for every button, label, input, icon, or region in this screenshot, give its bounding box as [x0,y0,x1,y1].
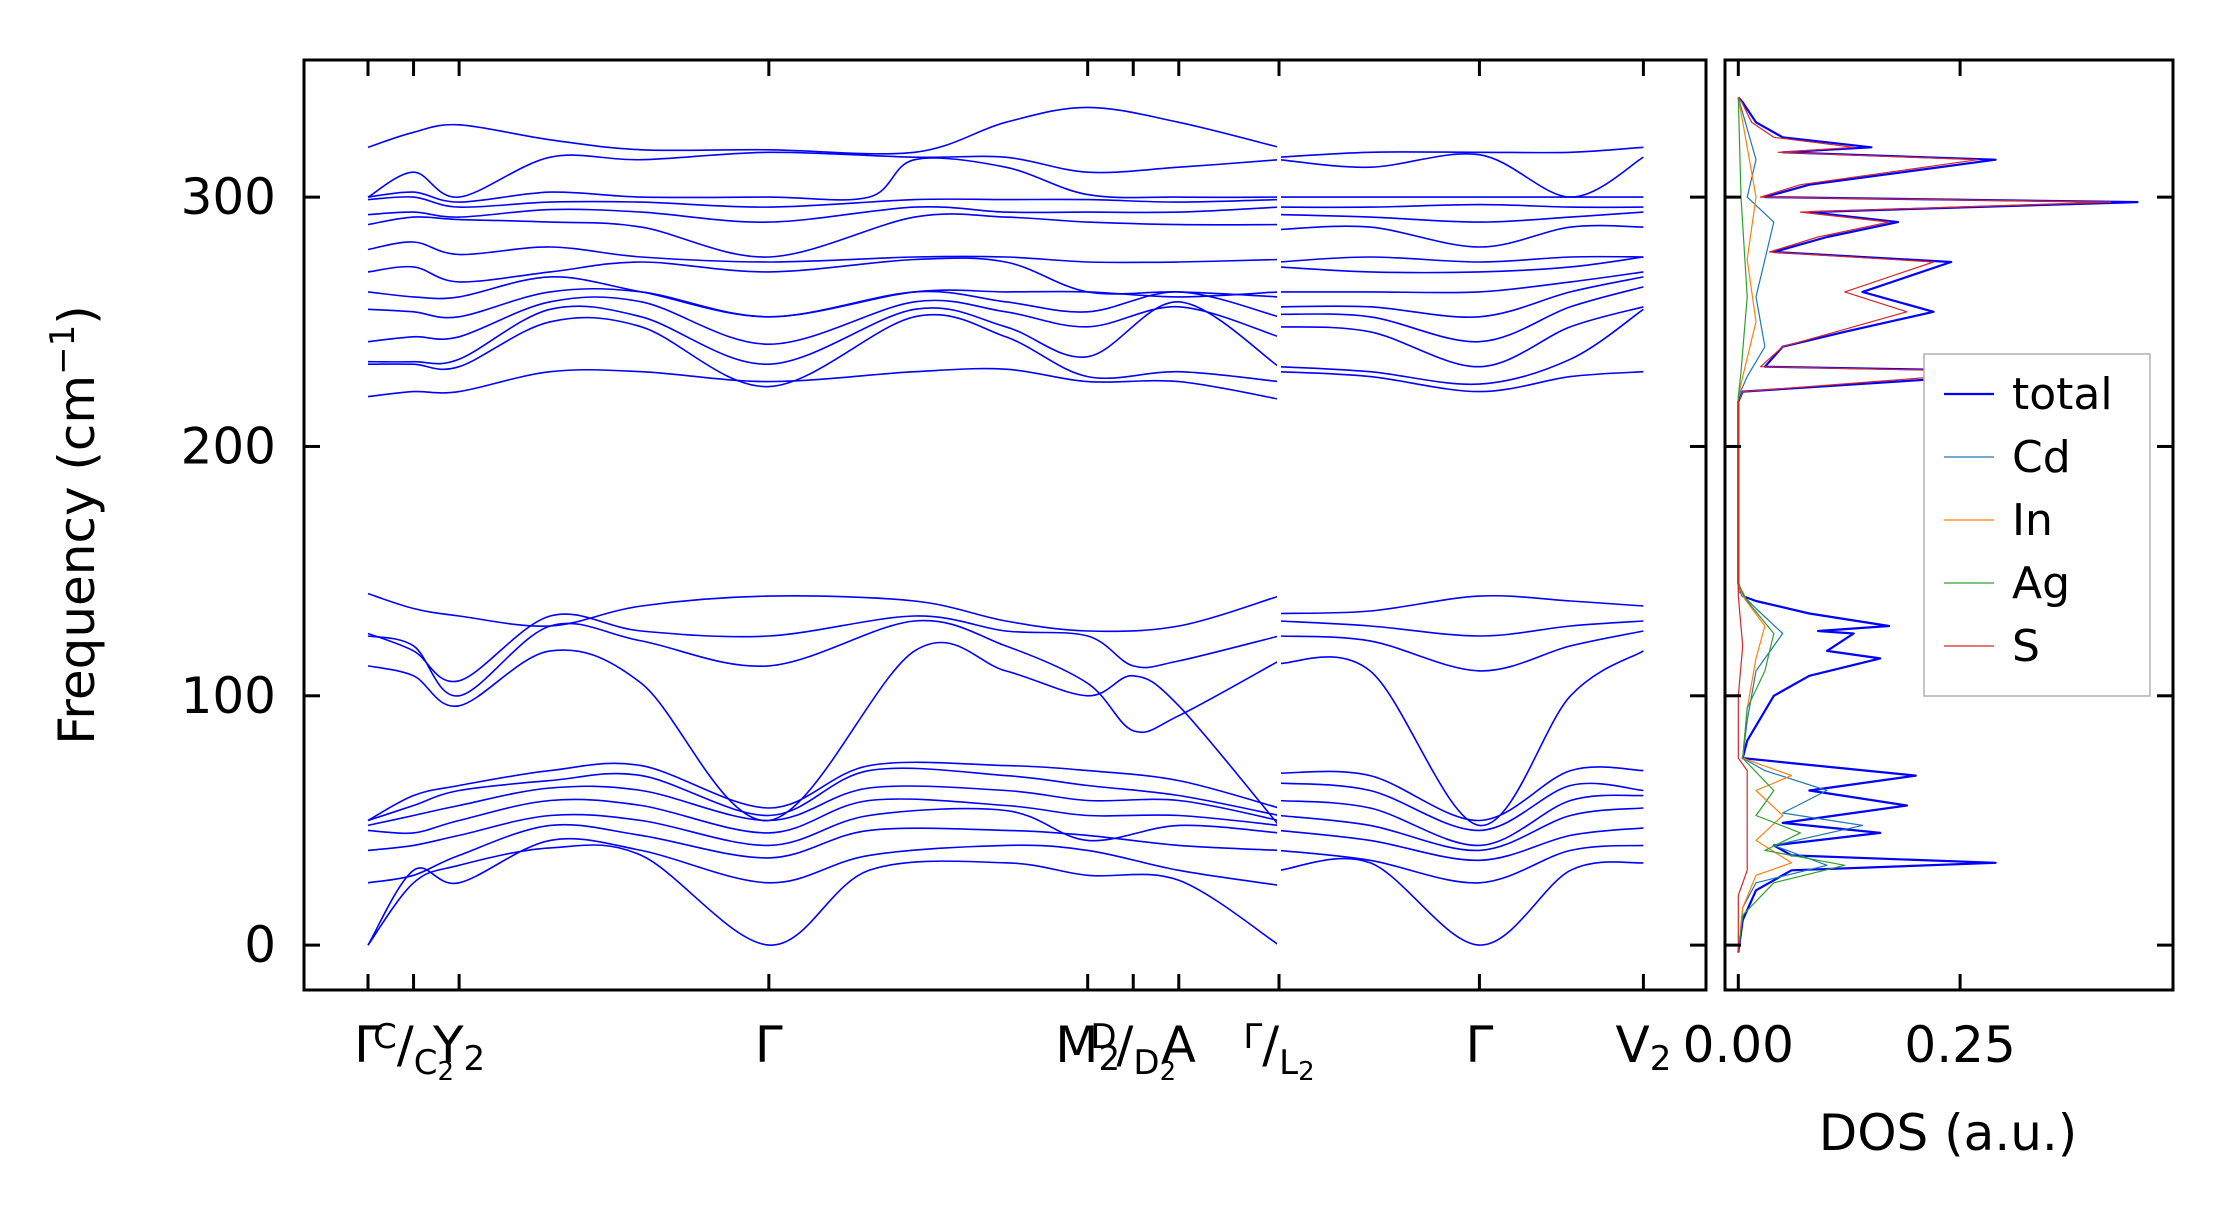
band-line-13 [367,313,1280,388]
band-line-9 [367,619,1280,734]
band-line-8 [367,641,1280,826]
dos-x-tick-label-1: 0.25 [1904,1016,2015,1074]
k-label-3: Γ [755,1016,783,1074]
dos-x-tick-label-0: 0.00 [1683,1016,1794,1074]
band-line-6 [367,767,1280,822]
legend-label-in: In [2012,495,2053,546]
band-line-19 [367,241,1280,264]
band-line-10 [367,613,1280,683]
k-label-7: Γ/L2 [1243,1016,1314,1087]
k-label-8: Γ [1465,1016,1493,1074]
band-line-34 [1278,630,1644,672]
y-tick-label-0: 0 [244,916,276,974]
band-line-24 [367,151,1280,198]
band-line-2 [367,823,1280,884]
band-line-1 [367,837,1280,946]
band-line-37 [1278,370,1644,393]
band-line-18 [367,257,1280,298]
band-lines [367,106,1644,946]
band-line-32 [1278,766,1644,822]
band-line-17 [367,276,1280,318]
band-line-26 [1278,857,1644,946]
band-line-29 [1278,807,1644,852]
y-axis-ticks: 0 100 200 300 [181,168,1706,974]
band-line-43 [1278,256,1644,274]
band-line-28 [1278,827,1644,862]
band-line-20 [367,213,1280,258]
band-line-12 [367,367,1280,400]
dos-y-ticks [1725,195,2173,947]
band-line-49 [1278,153,1644,198]
band-line-41 [1278,276,1644,318]
legend-box [1923,353,2151,697]
k-label-1: C/C2 [373,1016,454,1087]
band-line-5 [367,785,1280,827]
k-label-2: Y2 [432,1016,485,1079]
band-line-22 [367,196,1280,208]
band-line-47 [1278,203,1644,209]
band-line-40 [1278,286,1644,343]
dos-x-axis-label: DOS (a.u.) [1819,1104,2078,1162]
band-line-35 [1278,620,1644,637]
band-line-44 [1278,255,1644,263]
band-line-27 [1278,844,1644,884]
band-line-7 [367,761,1280,822]
band-line-42 [1279,271,1644,294]
k-label-6: A [1162,1016,1196,1074]
dos-lines [1737,96,2139,953]
band-line-11 [367,592,1280,633]
y-tick-label-100: 100 [181,667,276,725]
band-line-46 [1278,211,1644,223]
band-line-3 [367,807,1280,852]
dos-plot-frame [1723,58,2175,992]
band-line-36 [1278,594,1644,615]
y-tick-label-300: 300 [181,168,276,226]
band-plot-frame [302,58,1708,992]
band-line-25 [367,106,1280,155]
legend-items: total Cd In Ag S [1944,369,2113,672]
legend-label-cd: Cd [2012,432,2071,483]
dos-line-in [1737,97,1793,953]
band-line-15 [367,296,1280,346]
y-axis-label: Frequency (cm−1) [43,305,106,745]
dos-x-ticks: 0.00 0.25 [1683,60,2016,1074]
band-line-21 [367,206,1280,223]
dos-line-cd [1737,97,1864,953]
band-line-0 [367,844,1280,946]
y-tick-label-200: 200 [181,417,276,475]
band-line-31 [1278,782,1644,832]
dos-line-s [1737,97,2112,953]
band-line-39 [1278,306,1644,368]
dos-line-ag [1737,97,1846,953]
band-line-4 [367,798,1280,835]
band-line-14 [367,300,1280,368]
band-line-33 [1278,650,1644,827]
k-label-0: Γ [354,1016,382,1074]
dos-panel: 0.00 0.25 DOS (a.u.) total Cd In Ag S [1683,58,2175,1162]
band-line-23 [367,157,1280,203]
k-label-4: M2 [1055,1016,1120,1079]
legend-label-ag: Ag [2012,558,2070,609]
band-line-45 [1278,224,1644,248]
legend-label-total: total [2012,369,2113,420]
k-label-9: V2 [1615,1016,1671,1079]
legend: total Cd In Ag S [1923,353,2151,697]
k-label-5: D/D2 [1090,1016,1176,1087]
band-line-30 [1278,794,1644,847]
band-line-38 [1278,308,1644,386]
band-line-50 [1278,146,1644,158]
legend-label-s: S [2012,621,2040,672]
